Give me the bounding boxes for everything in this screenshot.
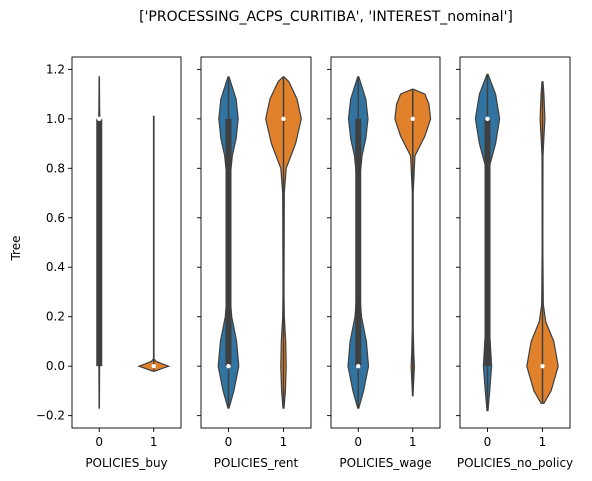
panel-frame (200, 56, 312, 429)
y-tick-label: 0.6 (46, 211, 65, 225)
x-tick-label: 0 (225, 435, 233, 449)
x-tick-label: 0 (354, 435, 362, 449)
x-tick-label: 1 (539, 435, 547, 449)
violin-iqr-box (96, 118, 103, 367)
y-tick-label: 0.0 (46, 359, 65, 373)
violin-iqr-box (355, 118, 362, 367)
x-axis-label-1: POLICIES_buy (85, 456, 167, 470)
violin-iqr-box (225, 118, 232, 367)
y-tick-label: 0.8 (46, 161, 65, 175)
violin-median-dot (410, 116, 415, 122)
x-tick-label: 1 (150, 435, 158, 449)
panel-4: 0 1 POLICIES_no_policy (456, 56, 573, 470)
violin-median-dot (97, 116, 102, 122)
panel-2: 0 1 POLICIES_rent (197, 56, 312, 470)
x-tick-label: 1 (280, 435, 288, 449)
panel-1: −0.2 0.0 0.2 0.4 0.6 0.8 1.0 1.2 0 1 POLICIES_buy (36, 56, 182, 470)
violin-median-dot (485, 116, 490, 122)
violin-median-dot (356, 363, 361, 369)
y-tick-label: 1.2 (46, 62, 65, 76)
x-axis-label-3: POLICIES_wage (339, 456, 431, 470)
violin-median-dot (226, 363, 231, 369)
panel-frame (330, 56, 441, 429)
y-axis-label: Tree (9, 235, 23, 261)
y-tick-label: 0.2 (46, 310, 65, 324)
panel-3: 0 1 POLICIES_wage (327, 56, 441, 470)
x-axis-label-4: POLICIES_no_policy (457, 456, 573, 470)
x-tick-label: 0 (484, 435, 492, 449)
violin-median-dot (540, 363, 545, 369)
violin-median-dot (281, 116, 286, 122)
y-tick-label: 1.0 (46, 112, 65, 126)
panel-frame (459, 56, 571, 429)
panels-group: −0.2 0.0 0.2 0.4 0.6 0.8 1.0 1.2 0 1 POLICIES_buy 0… (36, 56, 573, 470)
x-tick-label: 0 (95, 435, 103, 449)
y-tick-label: 0.4 (46, 260, 65, 274)
y-tick-label: −0.2 (36, 409, 65, 423)
x-tick-label: 1 (409, 435, 417, 449)
panel-frame (71, 56, 182, 429)
chart-title: ['PROCESSING_ACPS_CURITIBA', 'INTEREST_n… (139, 9, 513, 25)
x-axis-label-2: POLICIES_rent (214, 456, 299, 470)
violin-iqr-box (484, 118, 491, 367)
violin-median-dot (151, 363, 156, 369)
